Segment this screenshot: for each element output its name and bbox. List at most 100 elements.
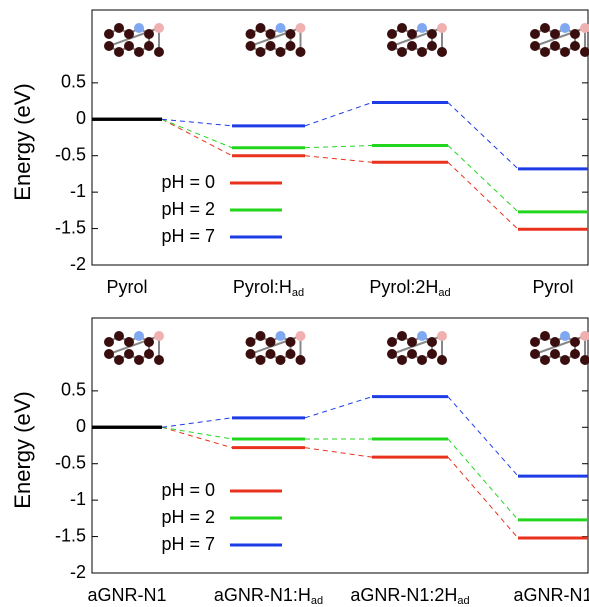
atom	[397, 331, 407, 341]
atom	[124, 29, 134, 39]
y-tick-label: 0	[76, 108, 86, 128]
atom	[266, 41, 276, 51]
atom	[276, 355, 286, 365]
atom	[104, 337, 114, 347]
atom	[407, 337, 417, 347]
connector	[448, 439, 518, 520]
y-tick-label: -1	[70, 181, 86, 201]
connector	[162, 418, 232, 427]
atom	[144, 41, 154, 51]
atom	[560, 331, 570, 341]
atom	[256, 23, 266, 33]
category-subscript: ad	[457, 595, 469, 607]
atom	[417, 331, 427, 341]
x-tick-label: Pyrol:2Had	[369, 277, 450, 299]
atom	[540, 331, 550, 341]
atom	[256, 355, 266, 365]
atom	[407, 29, 417, 39]
legend-label: pH = 7	[161, 534, 215, 554]
atom	[154, 355, 164, 365]
atom	[134, 355, 144, 365]
atom	[427, 337, 437, 347]
atom	[530, 29, 540, 39]
atom	[134, 23, 144, 33]
x-tick-label: Pyrol	[106, 277, 147, 297]
y-tick-label: -1.5	[55, 217, 86, 237]
atom	[397, 23, 407, 33]
atom	[154, 47, 164, 57]
atom	[266, 349, 276, 359]
connector	[448, 397, 518, 476]
atom	[144, 337, 154, 347]
x-tick-label: aGNR-N1:Had	[214, 585, 323, 607]
molecule-icon	[246, 23, 306, 57]
molecule-icon	[387, 23, 447, 57]
atom	[530, 337, 540, 347]
atom	[256, 331, 266, 341]
category: Pyrol	[106, 277, 147, 297]
atom	[114, 23, 124, 33]
molecule-icon	[530, 331, 589, 365]
atom	[560, 23, 570, 33]
atom	[266, 337, 276, 347]
atom	[154, 23, 164, 33]
atom	[276, 23, 286, 33]
atom	[276, 331, 286, 341]
atom	[296, 355, 306, 365]
category: Pyrol:2H	[369, 277, 438, 297]
atom	[550, 41, 560, 51]
atom	[134, 331, 144, 341]
atom	[437, 355, 447, 365]
atom	[407, 41, 417, 51]
atom	[387, 41, 397, 51]
atom	[104, 41, 114, 51]
category: aGNR-N1:2H	[350, 585, 457, 605]
atom	[417, 355, 427, 365]
molecule-icon	[246, 331, 306, 365]
atom	[114, 47, 124, 57]
atom	[550, 29, 560, 39]
atom	[530, 349, 540, 359]
y-tick-label: 0.5	[61, 72, 86, 92]
y-tick-label: -0.5	[55, 144, 86, 164]
atom	[144, 29, 154, 39]
category-subscript: ad	[438, 287, 450, 299]
legend-label: pH = 0	[161, 480, 215, 500]
atom	[397, 47, 407, 57]
atom	[114, 331, 124, 341]
atom	[540, 355, 550, 365]
y-tick-label: 0.5	[61, 380, 86, 400]
connector	[305, 146, 372, 148]
x-tick-label: aGNR-N1	[513, 585, 589, 605]
atom	[276, 47, 286, 57]
connector	[448, 162, 518, 229]
connector	[448, 146, 518, 212]
atom	[296, 331, 306, 341]
atom	[124, 337, 134, 347]
atom	[114, 355, 124, 365]
legend-label: pH = 0	[161, 172, 215, 192]
atom	[246, 349, 256, 359]
atom	[104, 29, 114, 39]
molecule-icon	[104, 23, 164, 57]
atom	[540, 23, 550, 33]
atom	[570, 29, 580, 39]
atom	[124, 349, 134, 359]
atom	[397, 355, 407, 365]
atom	[246, 29, 256, 39]
atom	[246, 41, 256, 51]
molecule-icon	[387, 331, 447, 365]
x-tick-label: aGNR-N1:2Had	[350, 585, 469, 607]
connector	[448, 103, 518, 169]
atom	[570, 337, 580, 347]
connector	[162, 427, 232, 447]
y-tick-label: -2	[70, 254, 86, 274]
atom	[530, 41, 540, 51]
atom	[104, 349, 114, 359]
y-tick-label: -1	[70, 489, 86, 509]
category: aGNR-N1	[87, 585, 166, 605]
atom	[437, 23, 447, 33]
atom	[580, 47, 589, 57]
atom	[550, 337, 560, 347]
atom	[427, 41, 437, 51]
